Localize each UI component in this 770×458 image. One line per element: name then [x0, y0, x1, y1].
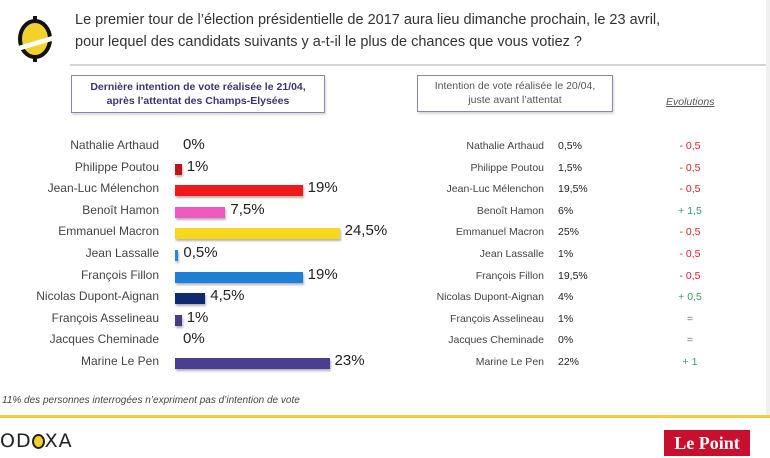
previous-candidate-label: Philippe Poutou [470, 161, 544, 174]
previous-poll-box: Intention de vote réalisée le 20/04, jus… [417, 75, 613, 112]
candidate-label: Emmanuel Macron [58, 224, 159, 239]
latest-poll-box: Dernière intention de vote réalisée le 2… [71, 75, 325, 113]
footnote: 11% des personnes interrogées n’exprimen… [2, 395, 300, 406]
evolution-value: - 0,5 [679, 183, 701, 196]
previous-value: 22% [558, 356, 580, 368]
bar-value-label: 4,5% [210, 287, 245, 305]
bar [175, 206, 226, 218]
previous-value: 1,5% [558, 161, 582, 174]
previous-value: 6% [558, 204, 574, 217]
candidate-label: Jacques Cheminade [49, 332, 159, 347]
previous-value: 1% [558, 248, 574, 260]
lepoint-logo: Le Point [664, 430, 750, 456]
previous-candidate-label: Nathalie Arthaud [466, 140, 544, 152]
previous-candidate-label: François Fillon [475, 269, 544, 282]
previous-candidate-label: Benoît Hamon [476, 204, 544, 217]
odoxa-prefix: OD [0, 430, 32, 452]
odoxa-logo-icon [18, 16, 52, 62]
candidate-label: Benoît Hamon [82, 202, 159, 217]
previous-candidate-label: Marine Le Pen [475, 356, 544, 368]
bar-value-label: 19% [307, 179, 338, 197]
bar-value-label: 0% [183, 330, 205, 348]
divider [70, 64, 770, 66]
bar-value-label: 0,5% [183, 244, 218, 261]
evolution-value: = [686, 334, 694, 347]
previous-value: 0,5% [558, 140, 582, 152]
question-line-2: pour lequel des candidats suivants y a-t… [75, 34, 582, 50]
previous-candidate-label: Jacques Cheminade [448, 334, 544, 347]
candidate-label: François Fillon [80, 267, 159, 282]
odoxa-wordmark: OD XA [0, 430, 73, 452]
candidate-label: Jean Lassalle [85, 246, 159, 260]
evolution-value: = [686, 312, 694, 325]
odoxa-suffix: XA [44, 430, 73, 452]
previous-candidate-label: Nicolas Dupont-Aignan [436, 291, 544, 304]
bar [175, 293, 206, 305]
bar-value-label: 24,5% [344, 222, 388, 240]
bar [175, 185, 303, 197]
evolution-value: - 0,5 [679, 248, 701, 260]
evolution-value: + 0,5 [678, 291, 702, 304]
previous-value: 19,5% [558, 183, 588, 196]
bar [175, 271, 303, 283]
previous-poll-title-1: Intention de vote réalisée le 20/04, [434, 80, 596, 92]
previous-value: 25% [558, 226, 580, 239]
bar-value-label: 23% [334, 352, 365, 369]
evolution-value: - 0,5 [679, 140, 701, 152]
candidate-label: Marine Le Pen [80, 354, 159, 368]
bar-value-label: 1% [186, 157, 209, 175]
latest-poll-title-1: Dernière intention de vote réalisée le 2… [90, 81, 306, 93]
previous-value: 0% [558, 334, 574, 347]
candidate-label: François Asselineau [51, 310, 159, 325]
bar-value-label: 0% [183, 136, 205, 153]
bar-value-label: 19% [307, 265, 338, 283]
bar-value-label: 7,5% [230, 200, 265, 218]
footer-divider [0, 415, 770, 418]
candidate-label: Nathalie Arthaud [70, 138, 159, 152]
latest-poll-title-2: après l’attentat des Champs-Elysées [106, 95, 290, 107]
previous-candidate-label: François Asselineau [450, 312, 544, 325]
evolution-value: + 1 [682, 356, 698, 368]
evolution-value: - 0,5 [679, 269, 701, 282]
bar [175, 163, 182, 175]
odoxa-o-icon [31, 434, 45, 449]
candidate-label: Philippe Poutou [74, 159, 159, 174]
bar [175, 228, 340, 240]
previous-candidate-label: Jean Lassalle [479, 248, 544, 260]
previous-value: 19,5% [558, 269, 588, 282]
previous-candidate-label: Emmanuel Macron [455, 226, 544, 239]
evolutions-header: Evolutions [666, 96, 715, 108]
candidate-label: Nicolas Dupont-Aignan [36, 289, 159, 304]
candidate-label: Jean-Luc Mélenchon [47, 181, 159, 196]
survey-question: Le premier tour de l’élection présidenti… [75, 9, 765, 53]
previous-value: 1% [558, 312, 574, 325]
question-line-1: Le premier tour de l’élection présidenti… [75, 12, 661, 28]
previous-poll-title-2: juste avant l’attentat [468, 94, 562, 106]
previous-candidate-label: Jean-Luc Mélenchon [446, 183, 544, 196]
previous-value: 4% [558, 291, 574, 304]
bar [175, 358, 330, 369]
evolution-value: - 0,5 [679, 226, 701, 239]
evolution-value: + 1,5 [678, 204, 702, 217]
evolution-value: - 0,5 [679, 161, 701, 174]
page-edge [766, 0, 770, 415]
bar-value-label: 1% [186, 308, 209, 326]
bar [175, 250, 179, 261]
bar [175, 314, 182, 326]
